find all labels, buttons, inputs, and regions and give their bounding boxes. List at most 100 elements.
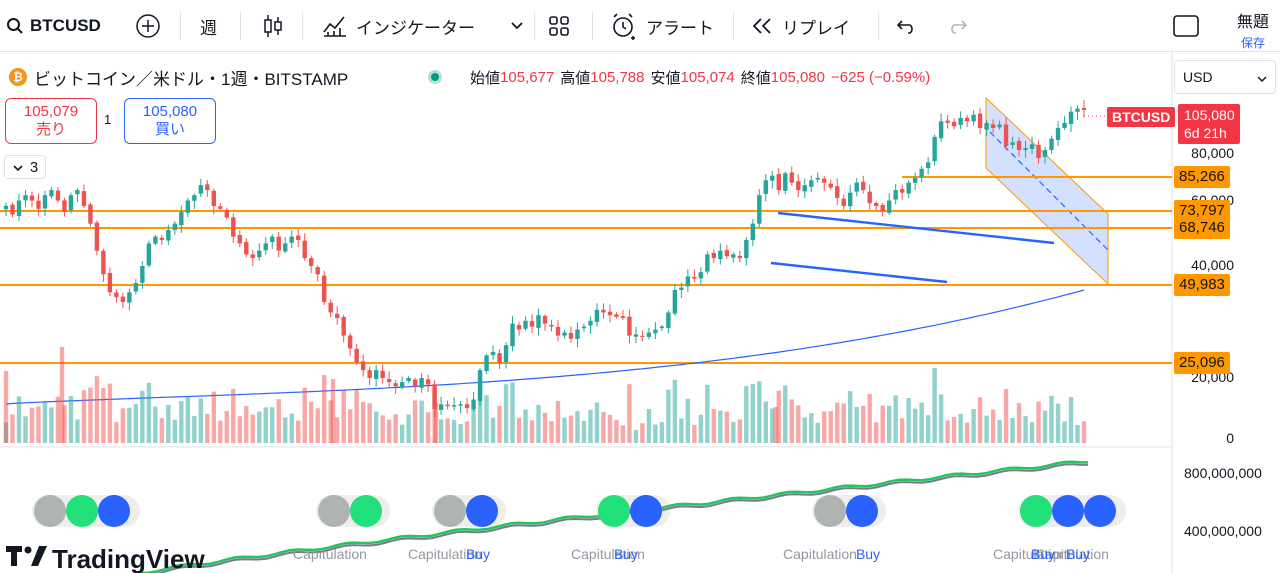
candle-body xyxy=(705,254,710,272)
candle-body xyxy=(159,237,165,240)
candle-body xyxy=(399,382,405,388)
blue-signal-dot xyxy=(630,495,662,527)
volume-spike-bar xyxy=(330,379,336,443)
candle-body xyxy=(646,332,652,337)
volume-bar xyxy=(484,395,489,443)
candle-body xyxy=(757,195,762,224)
indicator-templates-dropdown[interactable] xyxy=(510,0,524,52)
candle-body xyxy=(458,404,463,406)
candle-body xyxy=(620,316,626,318)
capitulation-annotation: Capitulation xyxy=(571,546,645,562)
candle-body xyxy=(3,205,9,210)
volume-bar xyxy=(438,419,444,443)
volume-bar xyxy=(373,411,379,443)
indicators-icon xyxy=(322,14,348,38)
layout-button[interactable] xyxy=(548,0,570,52)
candle-body xyxy=(503,345,509,362)
candle-body xyxy=(731,254,736,258)
interval-button[interactable]: 週 xyxy=(200,18,217,38)
candle-body xyxy=(854,182,859,192)
volume-bar xyxy=(997,419,1002,443)
volume-bar xyxy=(120,408,126,443)
candle-body xyxy=(484,355,489,372)
green-signal-dot xyxy=(350,495,382,527)
volume-bar xyxy=(386,419,392,443)
capitulation-annotation: Capitulation xyxy=(293,546,367,562)
candle-body xyxy=(945,120,950,123)
candle-body xyxy=(1003,124,1009,147)
symbol-name: BTCUSD xyxy=(30,16,101,35)
collapse-indicators-button[interactable]: 3 xyxy=(4,155,46,179)
candle-body xyxy=(835,186,840,198)
oscillator-tick-label: 400,000,000 xyxy=(1184,523,1262,539)
volume-bar xyxy=(503,384,509,443)
volume-bar xyxy=(835,402,840,443)
indicators-button[interactable]: インジケーター xyxy=(322,0,475,52)
candle-body xyxy=(497,353,502,363)
volume-bar xyxy=(925,415,931,443)
volume-bar xyxy=(679,418,684,443)
fullscreen-button[interactable] xyxy=(1172,0,1200,52)
undo-button[interactable] xyxy=(896,0,918,52)
candle-body xyxy=(906,182,911,194)
currency-select[interactable]: USD xyxy=(1174,60,1276,94)
alert-button[interactable]: アラート xyxy=(610,0,714,52)
candle-body xyxy=(185,200,191,213)
candle-body xyxy=(127,292,132,303)
toolbar-divider xyxy=(180,12,181,40)
sell-price: 105,079 xyxy=(23,103,79,120)
redo-icon xyxy=(946,17,968,35)
level-price-label: 85,266 xyxy=(1174,166,1230,188)
candle-body xyxy=(822,178,827,183)
volume-bar xyxy=(1049,395,1054,443)
volume-bar xyxy=(16,396,22,443)
volume-bar xyxy=(861,405,866,443)
level-price-label: 49,983 xyxy=(1174,274,1230,296)
grid-layout-icon xyxy=(548,15,570,37)
volume-bar xyxy=(159,418,165,443)
volume-bar xyxy=(205,413,210,443)
candle-body xyxy=(796,181,801,191)
high-label: 高値 xyxy=(560,69,591,87)
chart-type-button[interactable] xyxy=(262,0,284,52)
sell-button[interactable]: 105,079 売り xyxy=(5,98,97,144)
candle-body xyxy=(633,334,639,337)
volume-bar xyxy=(23,416,28,443)
capitulation-annotation: Capitulation xyxy=(993,546,1067,562)
candle-body xyxy=(724,250,730,257)
volume-bar xyxy=(653,424,658,443)
volume-bar xyxy=(114,422,119,443)
candle-body xyxy=(328,302,333,313)
buy-button[interactable]: 105,080 買い xyxy=(124,98,216,144)
candle-body xyxy=(302,240,307,259)
symbol-search[interactable]: BTCUSD xyxy=(6,0,101,52)
grey-signal-dot xyxy=(318,495,350,527)
candle-body xyxy=(841,198,846,206)
volume-bar xyxy=(276,399,281,443)
candle-body xyxy=(575,329,580,339)
volume-bar xyxy=(607,414,613,443)
low-label: 安値 xyxy=(650,69,681,87)
volume-bar xyxy=(244,406,249,443)
volume-bar xyxy=(880,405,885,443)
replay-button[interactable]: リプレイ xyxy=(750,0,850,52)
candle-body xyxy=(997,124,1002,128)
candle-body xyxy=(88,204,93,224)
candle-body xyxy=(68,195,74,211)
compare-button[interactable] xyxy=(135,0,161,52)
redo-button[interactable] xyxy=(946,0,968,52)
candle-body xyxy=(938,121,944,139)
save-layout-button[interactable]: 無題 保存 xyxy=(1230,8,1276,51)
volume-bar xyxy=(718,410,723,443)
volume-bar xyxy=(367,403,372,443)
candle-body xyxy=(555,326,561,336)
candle-body xyxy=(763,180,768,194)
volume-bar xyxy=(140,390,145,443)
candle-body xyxy=(1049,138,1054,150)
candle-body xyxy=(971,114,976,122)
upper-trendline xyxy=(777,211,1055,245)
candle-body xyxy=(1068,111,1074,124)
volume-bar xyxy=(192,415,197,443)
volume-bar xyxy=(81,390,87,443)
volume-bar xyxy=(568,415,574,443)
